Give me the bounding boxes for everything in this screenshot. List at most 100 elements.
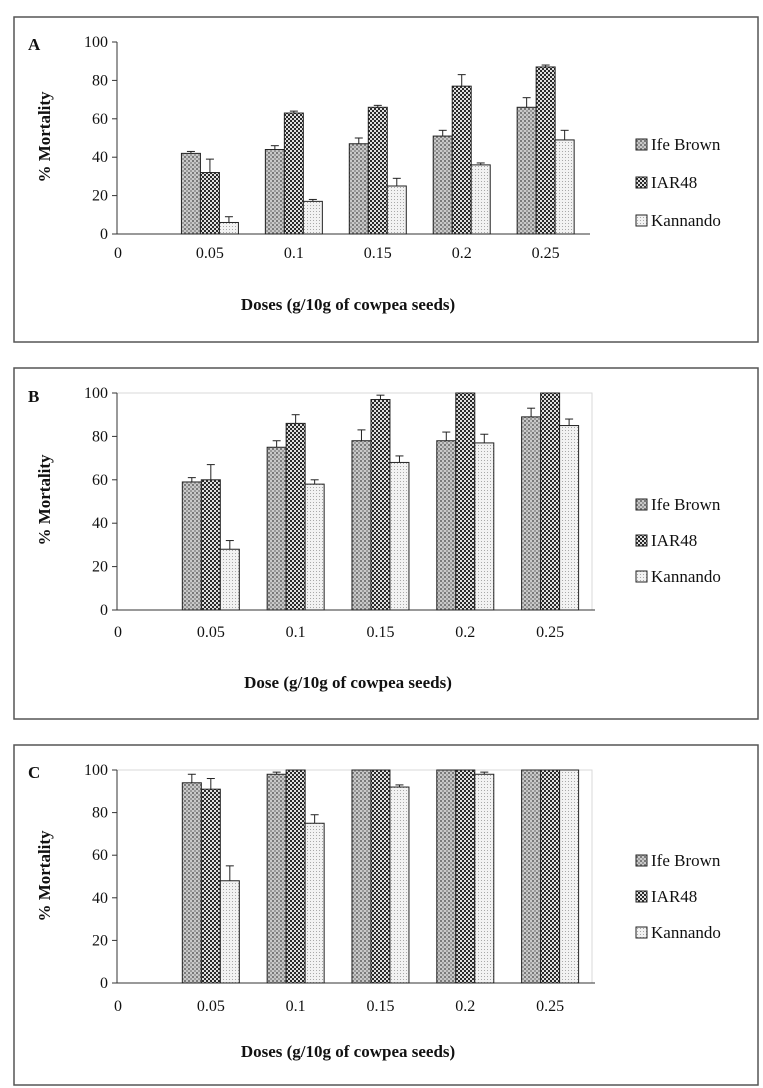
panel-a-bar-ife-brown bbox=[180, 152, 201, 235]
panel-c-ytick-label: 80 bbox=[92, 805, 108, 822]
panel-b-xtick-label: 0.1 bbox=[286, 624, 306, 641]
panel-a-plot: 0 20 40 60 80 100 0 0.05 0.1 0.15 0.2 0.25 bbox=[84, 34, 590, 262]
panel-c-xtick-label: 0.15 bbox=[366, 998, 394, 1015]
panel-b: B % Mortality 0 20 40 60 80 100 0 0.05 0.1 0.15 0.… bbox=[13, 367, 759, 720]
panel-b-legend-swatch bbox=[635, 534, 648, 547]
panel-a-bar-kannando bbox=[386, 185, 407, 235]
panel-b-bar-ife-brown bbox=[266, 446, 287, 611]
panel-a-bar-kannando bbox=[302, 200, 323, 235]
panel-a-legend-swatch bbox=[635, 138, 648, 151]
panel-a-ytick-label: 40 bbox=[92, 149, 108, 166]
panel-c-xtick-label: 0.05 bbox=[197, 998, 225, 1015]
panel-c-ytick-label: 20 bbox=[92, 932, 108, 949]
panel-b-legend-label: Ife Brown bbox=[651, 495, 721, 514]
panel-c-ytick-label: 0 bbox=[100, 975, 108, 992]
panel-b-bar-kannando bbox=[389, 461, 410, 611]
panel-b-xlabel: Dose (g/10g of cowpea seeds) bbox=[244, 673, 452, 692]
panel-c-xlabel: Doses (g/10g of cowpea seeds) bbox=[241, 1042, 455, 1061]
panel-b-ytick-label: 60 bbox=[92, 472, 108, 489]
panel-b-bar-iar48 bbox=[285, 422, 306, 611]
panel-a-bar-kannando bbox=[554, 139, 575, 235]
panel-a-legend-label: Ife Brown bbox=[651, 135, 721, 154]
panel-c-bar-iar48 bbox=[540, 769, 561, 984]
panel-b-bar-ife-brown bbox=[521, 416, 542, 611]
panel-c-bar-ife-brown bbox=[266, 773, 287, 984]
panel-b-bar-iar48 bbox=[200, 479, 221, 611]
panel-c-bar-ife-brown bbox=[181, 782, 202, 984]
panel-a-bar-iar48 bbox=[535, 66, 556, 235]
panel-c-bar-iar48 bbox=[455, 769, 476, 984]
panel-b-xtick-label: 0.15 bbox=[366, 624, 394, 641]
panel-b-xtick-label: 0 bbox=[114, 624, 122, 641]
panel-b-ytick-label: 40 bbox=[92, 515, 108, 532]
panel-c-letter: C bbox=[28, 763, 40, 782]
panel-b-plot: 0 20 40 60 80 100 0 0.05 0.1 0.15 0.2 0.25 bbox=[84, 385, 595, 641]
panel-a-ytick-label: 60 bbox=[92, 111, 108, 128]
panel-b-xtick-label: 0.05 bbox=[197, 624, 225, 641]
panel-b-legend-swatch bbox=[635, 570, 648, 583]
panel-c-bar-kannando bbox=[219, 880, 240, 984]
panel-a-letter: A bbox=[28, 35, 41, 54]
panel-b-bar-kannando bbox=[219, 548, 240, 611]
panel-a-bar-ife-brown bbox=[348, 143, 369, 235]
panel-b-bar-ife-brown bbox=[436, 440, 457, 611]
panel-a-bar-ife-brown bbox=[432, 135, 453, 235]
panel-c-bar-kannando bbox=[304, 822, 325, 984]
panel-b-xtick-label: 0.25 bbox=[536, 624, 564, 641]
panel-c-xtick-label: 0.2 bbox=[455, 998, 475, 1015]
panel-b-legend-label: Kannando bbox=[651, 567, 721, 586]
panel-a-ytick-label: 100 bbox=[84, 34, 108, 51]
panel-b-ytick-label: 0 bbox=[100, 602, 108, 619]
panel-c-bar-kannando bbox=[559, 769, 580, 984]
panel-a-xtick-label: 0 bbox=[114, 245, 122, 262]
panel-a-legend-label: IAR48 bbox=[651, 173, 697, 192]
panel-c-bar-iar48 bbox=[285, 769, 306, 984]
panel-a-legend-swatch bbox=[635, 176, 648, 189]
panel-a: A % Mortality 0 20 40 60 80 100 0 0.05 0.1 0.15 0.… bbox=[13, 16, 759, 343]
panel-a-legend-label: Kannando bbox=[651, 211, 721, 230]
panel-c-legend-label: Kannando bbox=[651, 923, 721, 942]
panel-c-bar-kannando bbox=[389, 786, 410, 984]
panel-c-plot: 0 20 40 60 80 100 0 0.05 0.1 0.15 0.2 0.25 bbox=[84, 762, 595, 1015]
panel-a-bar-ife-brown bbox=[516, 106, 537, 235]
panel-b-bar-iar48 bbox=[455, 392, 476, 611]
panel-b-letter: B bbox=[28, 387, 39, 406]
panel-c-xtick-label: 0 bbox=[114, 998, 122, 1015]
panel-c-xtick-label: 0.25 bbox=[536, 998, 564, 1015]
panel-b-bar-iar48 bbox=[540, 392, 561, 611]
panel-c-legend-swatch bbox=[635, 854, 648, 867]
panel-b-legend-label: IAR48 bbox=[651, 531, 697, 550]
panel-a-legend: Ife Brown IAR48 Kannando bbox=[635, 135, 721, 230]
panel-c-bar-ife-brown bbox=[351, 769, 372, 984]
panel-c: C % Mortality 0 20 40 60 80 100 0 0.05 0.1 0.15 0.… bbox=[13, 744, 759, 1086]
panel-b-bar-kannando bbox=[474, 442, 495, 611]
panel-c-legend: Ife Brown IAR48 Kannando bbox=[635, 851, 721, 942]
panel-a-bar-kannando bbox=[470, 164, 491, 235]
panel-b-legend-swatch bbox=[635, 498, 648, 511]
panel-a-xtick-label: 0.15 bbox=[364, 245, 392, 262]
panel-b-bar-kannando bbox=[304, 483, 325, 611]
panel-a-xtick-label: 0.2 bbox=[452, 245, 472, 262]
panel-c-legend-label: IAR48 bbox=[651, 887, 697, 906]
panel-a-legend-swatch bbox=[635, 214, 648, 227]
panel-c-ylabel: % Mortality bbox=[35, 830, 54, 922]
panel-c-ytick-label: 60 bbox=[92, 847, 108, 864]
panel-a-bar-ife-brown bbox=[264, 149, 285, 235]
panel-a-bar-iar48 bbox=[367, 106, 388, 235]
panel-b-xtick-label: 0.2 bbox=[455, 624, 475, 641]
panel-c-legend-label: Ife Brown bbox=[651, 851, 721, 870]
panel-a-ytick-label: 80 bbox=[92, 72, 108, 89]
panel-a-xtick-label: 0.25 bbox=[532, 245, 560, 262]
panel-a-xtick-label: 0.05 bbox=[196, 245, 224, 262]
panel-c-bar-ife-brown bbox=[521, 769, 542, 984]
panel-a-bar-iar48 bbox=[283, 112, 304, 235]
panel-a-xlabel: Doses (g/10g of cowpea seeds) bbox=[241, 295, 455, 314]
panel-c-ytick-label: 40 bbox=[92, 890, 108, 907]
panel-a-bar-iar48 bbox=[199, 172, 220, 235]
panel-c-bar-iar48 bbox=[200, 788, 221, 984]
panel-c-bar-ife-brown bbox=[436, 769, 457, 984]
panel-b-ylabel: % Mortality bbox=[35, 454, 54, 546]
panel-c-legend-swatch bbox=[635, 890, 648, 903]
panel-a-bar-iar48 bbox=[451, 85, 472, 235]
panel-b-bar-ife-brown bbox=[351, 440, 372, 611]
